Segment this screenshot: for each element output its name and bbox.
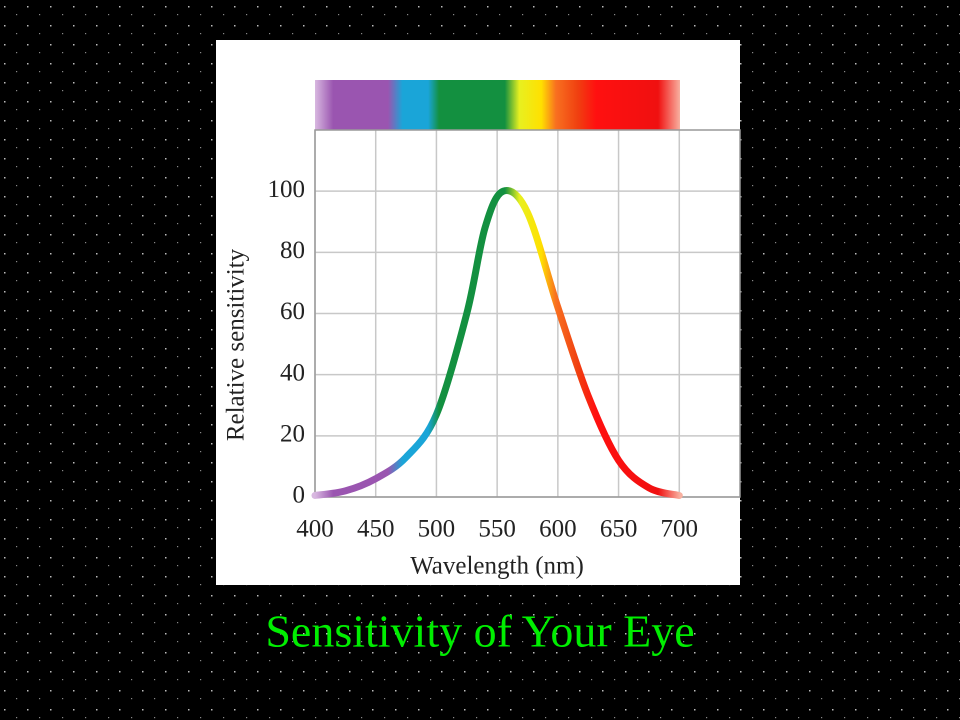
y-tick-label: 60: [280, 298, 305, 325]
slide-title: Sensitivity of Your Eye: [265, 606, 694, 657]
x-tick-label: 500: [418, 516, 456, 543]
x-tick-label: 550: [478, 516, 516, 543]
y-tick-label: 100: [268, 176, 306, 203]
plot-frame: [314, 129, 741, 498]
spectrum-bar: [315, 80, 680, 130]
plot: 400 450 500 550 600 650 700 0 20 40 60 80 100: [268, 129, 741, 543]
y-tick-label: 0: [293, 482, 306, 509]
y-tick-label: 40: [280, 359, 305, 386]
x-tick-label: 700: [661, 516, 699, 543]
x-tick-label: 450: [357, 516, 395, 543]
x-tick-label: 400: [296, 516, 334, 543]
x-tick-label: 650: [600, 516, 638, 543]
y-axis-label: Relative sensitivity: [223, 248, 250, 441]
x-tick-label: 600: [539, 516, 577, 543]
sensitivity-curve: [311, 187, 683, 499]
y-tick-label: 20: [280, 421, 305, 448]
x-axis-label: Wavelength (nm): [410, 553, 584, 580]
chart-panel: [216, 40, 740, 585]
y-tick-label: 80: [280, 237, 305, 264]
